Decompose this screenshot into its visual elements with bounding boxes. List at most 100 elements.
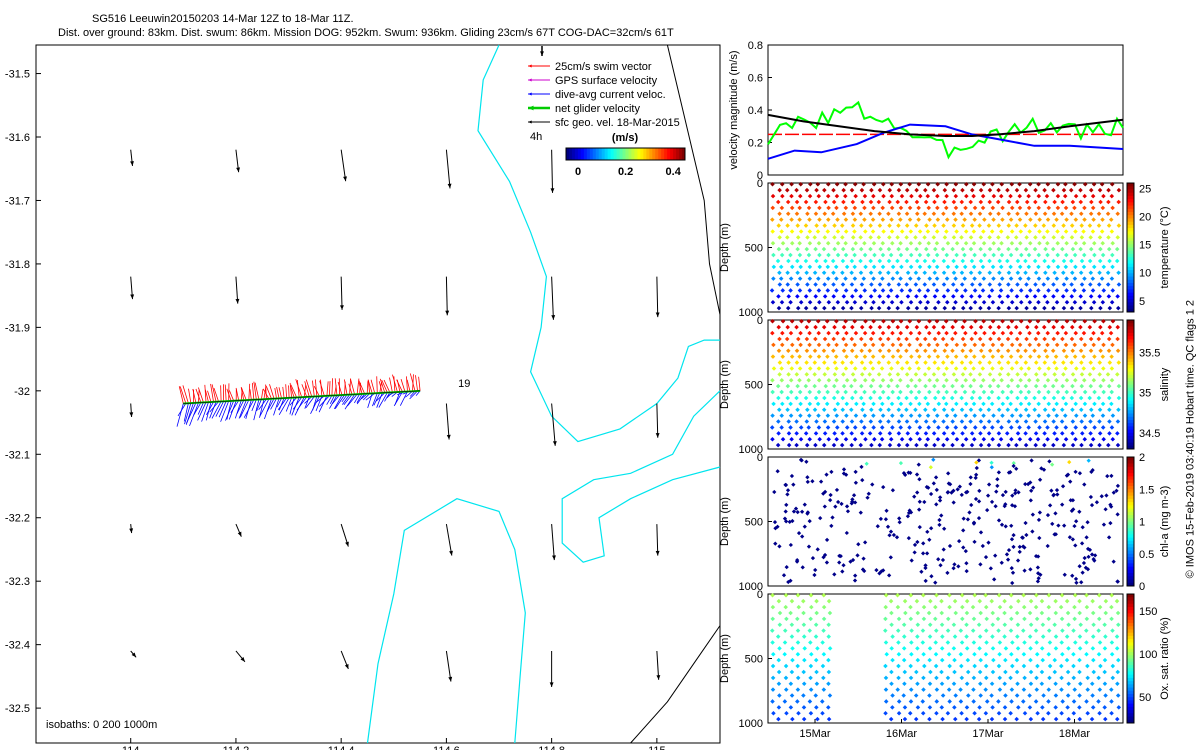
temperature-point xyxy=(831,270,836,276)
swim-vector xyxy=(262,388,270,400)
salinity-point xyxy=(987,383,993,389)
oxygen-point xyxy=(883,593,889,598)
salinity-point xyxy=(779,366,784,371)
temperature-point xyxy=(1110,240,1115,246)
current-vector xyxy=(211,401,222,419)
salinity-point xyxy=(798,401,803,407)
chl-a-point xyxy=(897,516,902,521)
salinity-point xyxy=(895,360,900,365)
current-vector xyxy=(342,394,350,405)
salinity-point xyxy=(807,401,813,407)
oxygen-point xyxy=(795,628,801,633)
oxygen-colorbar-cell xyxy=(1127,652,1134,656)
salinity-point xyxy=(798,330,803,336)
oxygen-point xyxy=(1052,657,1058,663)
chl-a-point xyxy=(1083,565,1088,570)
swim-vector xyxy=(392,374,398,393)
chl-a-point xyxy=(919,569,924,574)
oxygen-point xyxy=(1052,622,1057,628)
oxygen-colorbar-cell xyxy=(1127,713,1134,718)
oxygen-point xyxy=(1103,598,1109,604)
oxygen-point xyxy=(1028,681,1034,687)
salinity-point xyxy=(907,366,912,371)
salinity-point xyxy=(876,372,882,377)
temperature-point xyxy=(830,258,836,264)
salinity-point xyxy=(832,383,837,389)
swim-vector xyxy=(213,388,219,402)
salinity-point xyxy=(825,366,831,371)
salinity-point xyxy=(888,436,894,442)
chl-a-point xyxy=(1079,580,1084,585)
temperature-point xyxy=(932,270,938,276)
salinity-point xyxy=(786,419,791,424)
current-vector xyxy=(264,398,272,420)
temperature-point xyxy=(1027,299,1033,305)
chl-a-point xyxy=(853,480,858,485)
salinity-point xyxy=(963,425,968,430)
oxygen-point xyxy=(977,705,982,710)
salinity-point xyxy=(935,354,941,359)
salinity-point xyxy=(789,354,795,359)
salinity-point xyxy=(880,342,886,348)
salinity-point xyxy=(927,319,932,324)
salinity-point xyxy=(969,395,975,401)
salinity-point xyxy=(1064,354,1069,359)
colorbar-cell xyxy=(631,148,635,160)
salinity-point xyxy=(886,348,892,354)
chl-a-point xyxy=(1053,532,1058,537)
chl-a-point xyxy=(968,475,973,480)
salinity-point xyxy=(1115,419,1121,424)
salinity-point xyxy=(817,436,822,442)
salinity-point xyxy=(776,431,781,436)
salinity-point xyxy=(954,377,959,383)
chl-a-colorbar-cell xyxy=(1127,540,1134,545)
salinity-point xyxy=(803,431,809,436)
temperature-point xyxy=(817,264,823,270)
temperature-point xyxy=(889,299,895,305)
salinity-colorbar-cell xyxy=(1127,445,1134,450)
temperature-point xyxy=(813,282,818,287)
salinity-point xyxy=(821,442,827,448)
salinity-point xyxy=(849,383,854,389)
salinity-point xyxy=(1009,366,1015,371)
temperature-point xyxy=(821,270,827,276)
oxygen-point xyxy=(972,663,977,669)
temperature-point xyxy=(1054,299,1060,305)
colorbar-cell xyxy=(604,148,609,160)
chl-a-colorbar-cell xyxy=(1127,469,1134,474)
geo-velocity-arrowhead xyxy=(345,541,349,547)
geo-velocity-arrow xyxy=(656,403,659,438)
chl-a-point xyxy=(937,517,942,523)
salinity-point xyxy=(890,319,896,324)
salinity-point xyxy=(971,389,976,395)
salinity-point xyxy=(904,407,909,413)
salinity-point xyxy=(971,377,977,383)
chl-a-point xyxy=(891,532,897,538)
temperature-colorbar-label: temperature (°C) xyxy=(1159,206,1171,288)
oxygen-point xyxy=(784,616,789,622)
temperature-point xyxy=(895,258,900,264)
salinity-colorbar-cell xyxy=(1127,332,1134,337)
temperature-point xyxy=(1061,270,1066,276)
salinity-point xyxy=(1034,324,1039,330)
current-vector xyxy=(372,392,378,407)
oxygen-point xyxy=(801,693,806,698)
oxygen-point xyxy=(1046,710,1051,716)
oxygen-point xyxy=(983,651,989,657)
chl-a-point xyxy=(837,560,842,565)
salinity-point xyxy=(909,377,914,383)
temperature-point xyxy=(1014,305,1019,311)
current-vector xyxy=(215,401,224,417)
salinity-point xyxy=(890,354,896,359)
salinity-point xyxy=(806,377,811,383)
oxygen-colorbar-cell xyxy=(1127,687,1134,692)
swim-vector xyxy=(331,378,333,396)
chl-a-point xyxy=(881,485,886,490)
salinity-point xyxy=(1107,324,1113,330)
geo-velocity-arrowhead xyxy=(344,663,349,669)
salinity-point xyxy=(868,336,874,342)
salinity-point xyxy=(977,395,983,401)
oxygen-point xyxy=(920,710,926,716)
salinity-colorbar-cell xyxy=(1127,329,1134,334)
temperature-point xyxy=(1043,199,1048,205)
